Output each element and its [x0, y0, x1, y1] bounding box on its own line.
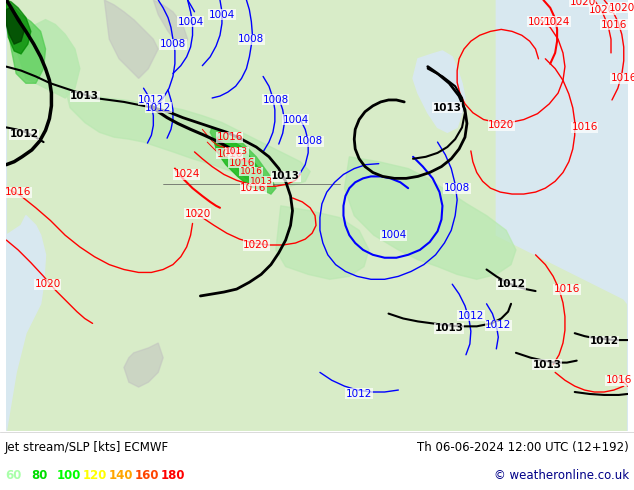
Polygon shape: [6, 0, 31, 54]
Text: 1020: 1020: [243, 240, 269, 250]
Text: 1004: 1004: [282, 115, 309, 124]
Text: 1012: 1012: [590, 336, 619, 346]
Text: 1016: 1016: [217, 149, 243, 159]
Text: 1016: 1016: [240, 167, 263, 176]
Text: 1020: 1020: [527, 17, 553, 26]
Text: 1004: 1004: [380, 230, 406, 240]
Text: 1008: 1008: [444, 183, 470, 193]
Text: 1020: 1020: [488, 121, 514, 130]
Text: 1020: 1020: [569, 0, 596, 7]
Text: Th 06-06-2024 12:00 UTC (12+192): Th 06-06-2024 12:00 UTC (12+192): [417, 441, 629, 454]
Text: 1013: 1013: [225, 147, 248, 156]
Text: 1020: 1020: [609, 3, 634, 13]
Text: 1013: 1013: [533, 360, 562, 369]
Text: 1013: 1013: [70, 91, 100, 101]
Text: 100: 100: [57, 469, 81, 482]
Text: 1013: 1013: [435, 323, 464, 333]
Text: 1012: 1012: [145, 103, 171, 113]
Text: 80: 80: [31, 469, 48, 482]
Text: 1008: 1008: [262, 95, 289, 105]
Polygon shape: [413, 51, 465, 132]
Text: 1020: 1020: [184, 209, 210, 219]
Text: 1012: 1012: [458, 311, 484, 320]
Text: 1012: 1012: [496, 279, 526, 289]
Text: 1016: 1016: [553, 284, 580, 294]
Polygon shape: [6, 0, 46, 431]
Polygon shape: [105, 0, 158, 78]
Text: 1016: 1016: [217, 132, 243, 142]
Text: 160: 160: [135, 469, 160, 482]
Text: 1016: 1016: [228, 158, 255, 168]
Text: 1013: 1013: [433, 103, 462, 113]
Text: 1016: 1016: [611, 74, 634, 83]
Text: 1020: 1020: [589, 5, 616, 15]
Polygon shape: [210, 127, 276, 194]
Text: 1016: 1016: [5, 187, 31, 197]
Polygon shape: [65, 88, 310, 186]
Text: 1004: 1004: [178, 17, 204, 26]
Polygon shape: [344, 157, 516, 279]
Text: 1024: 1024: [174, 170, 200, 179]
Text: 1016: 1016: [240, 183, 266, 193]
Text: 1012: 1012: [138, 95, 165, 105]
Text: 1024: 1024: [544, 17, 571, 26]
Polygon shape: [496, 0, 628, 431]
Text: © weatheronline.co.uk: © weatheronline.co.uk: [494, 469, 629, 482]
Polygon shape: [124, 343, 163, 387]
Text: 1012: 1012: [10, 129, 39, 139]
Text: 1008: 1008: [238, 34, 264, 44]
Text: 180: 180: [161, 469, 186, 482]
Text: 120: 120: [83, 469, 107, 482]
Text: 1013: 1013: [250, 177, 273, 186]
Text: 1020: 1020: [34, 279, 61, 289]
Text: 1016: 1016: [605, 375, 632, 385]
Text: 1016: 1016: [601, 20, 627, 29]
Polygon shape: [6, 0, 46, 83]
Text: 1012: 1012: [346, 389, 372, 399]
Text: Jet stream/SLP [kts] ECMWF: Jet stream/SLP [kts] ECMWF: [5, 441, 169, 454]
Text: 60: 60: [5, 469, 22, 482]
Text: 1008: 1008: [297, 136, 323, 146]
Polygon shape: [6, 0, 80, 98]
Text: 1008: 1008: [160, 39, 186, 49]
Polygon shape: [153, 0, 188, 49]
Text: 1016: 1016: [571, 122, 598, 132]
Polygon shape: [276, 206, 369, 279]
Polygon shape: [6, 8, 24, 44]
Text: 1013: 1013: [271, 172, 300, 181]
Text: 140: 140: [109, 469, 134, 482]
Polygon shape: [214, 135, 266, 190]
Text: 1012: 1012: [485, 320, 512, 330]
Text: 1004: 1004: [209, 10, 235, 20]
